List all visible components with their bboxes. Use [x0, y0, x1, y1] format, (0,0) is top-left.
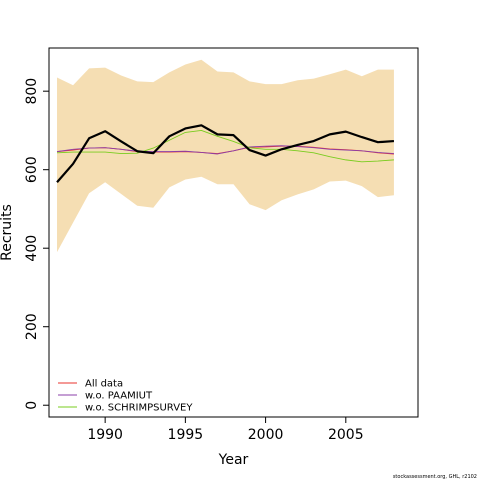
x-axis: 1990 1995 2000 2005	[87, 417, 364, 443]
x-axis-title: Year	[218, 452, 249, 468]
y-tick-label-800: 800	[24, 78, 40, 105]
series-line-w-o-paamiut	[56, 145, 394, 155]
legend-label-2: w.o. SCHRIMPSURVEY	[85, 403, 193, 414]
footer-credit: stockassessment.org, GHL, r2102	[393, 474, 477, 480]
confidence-band	[57, 59, 394, 253]
x-tick-label-2000: 2000	[248, 427, 284, 443]
series-line-w-o-schrimpsurvey	[56, 129, 394, 163]
x-tick-label-1995: 1995	[168, 427, 204, 443]
y-tick-label-0: 0	[24, 401, 40, 410]
series-line-main	[56, 124, 395, 183]
legend-label-1: w.o. PAAMIUT	[85, 391, 153, 402]
y-axis-title: Recruits	[0, 204, 15, 261]
x-tick-label-2005: 2005	[328, 427, 364, 443]
series-layer	[56, 124, 395, 183]
x-tick-label-1990: 1990	[87, 427, 123, 443]
legend-label-0: All data	[85, 379, 123, 390]
y-axis: 0 200 400 600 800	[24, 78, 49, 410]
y-tick-label-400: 400	[24, 235, 40, 262]
y-tick-label-200: 200	[24, 313, 40, 340]
y-tick-label-600: 600	[24, 156, 40, 183]
plot-frame	[48, 47, 419, 418]
confidence-band-layer	[57, 59, 394, 253]
